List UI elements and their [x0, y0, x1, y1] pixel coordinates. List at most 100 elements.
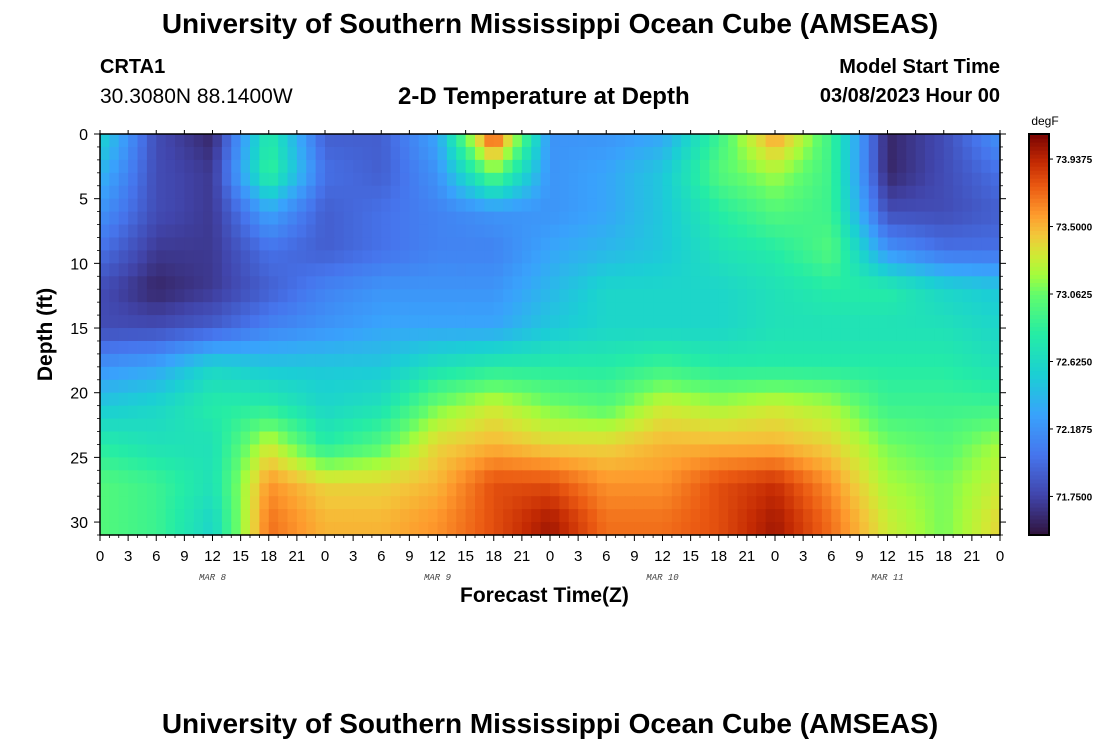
heatmap-cell	[803, 418, 814, 433]
heatmap-cell	[193, 509, 204, 523]
heatmap-cell	[240, 431, 251, 446]
heatmap-cell	[775, 134, 785, 148]
heatmap-cell	[175, 263, 185, 277]
heatmap-cell	[559, 509, 570, 523]
heatmap-cell	[128, 263, 139, 277]
heatmap-cell	[793, 211, 804, 226]
heatmap-cell	[915, 496, 926, 510]
heatmap-cell	[868, 353, 879, 368]
heatmap-cell	[896, 237, 907, 252]
heatmap-cell	[831, 198, 842, 213]
heatmap-cell	[812, 340, 823, 355]
heatmap-cell	[175, 431, 185, 446]
colorbar-band	[1029, 222, 1049, 227]
heatmap-cell	[962, 457, 973, 471]
heatmap-cell	[165, 509, 176, 523]
heatmap-cell	[653, 289, 664, 303]
heatmap-cell	[550, 444, 560, 458]
heatmap-cell	[943, 340, 954, 355]
colorbar-tick-label: 73.0625	[1056, 290, 1093, 301]
heatmap-cell	[878, 405, 889, 420]
heatmap-cell	[512, 198, 523, 213]
heatmap-cell	[831, 418, 842, 433]
heatmap-cell	[681, 159, 692, 174]
heatmap-cell	[887, 172, 898, 187]
heatmap-cell	[840, 340, 851, 355]
heatmap-cell	[971, 276, 982, 290]
heatmap-cell	[362, 340, 373, 355]
heatmap-cell	[615, 211, 626, 226]
heatmap-cell	[878, 289, 889, 303]
heatmap-cell	[250, 418, 260, 433]
colorbar-band	[1029, 386, 1049, 392]
heatmap-cell	[625, 353, 635, 368]
heatmap-cell	[306, 211, 317, 226]
heatmap-cell	[418, 276, 429, 290]
heatmap-cell	[118, 392, 129, 407]
x-tick-label: 9	[855, 548, 863, 565]
heatmap-cell	[943, 392, 954, 407]
heatmap-cell	[746, 379, 757, 394]
heatmap-cell	[390, 276, 401, 290]
heatmap-cell	[203, 250, 214, 264]
heatmap-cell	[400, 405, 410, 420]
heatmap-cell	[231, 431, 242, 446]
heatmap-cell	[446, 211, 457, 226]
heatmap-cell	[625, 134, 635, 148]
heatmap-cell	[934, 405, 945, 420]
heatmap-cell	[456, 250, 467, 264]
heatmap-cell	[343, 211, 354, 226]
heatmap-cell	[484, 457, 495, 471]
heatmap-cell	[606, 431, 617, 446]
heatmap-cell	[587, 276, 598, 290]
heatmap-cell	[493, 276, 504, 290]
heatmap-cell	[868, 263, 879, 277]
colorbar-tick-label: 73.9375	[1056, 155, 1093, 166]
heatmap-cell	[325, 522, 335, 536]
heatmap-cell	[156, 134, 167, 148]
heatmap-cell	[353, 315, 364, 329]
heatmap-cell	[184, 405, 195, 420]
heatmap-cell	[643, 185, 654, 200]
heatmap-cell	[521, 289, 532, 303]
heatmap-cell	[662, 237, 673, 252]
heatmap-cell	[606, 146, 617, 161]
heatmap-cell	[287, 237, 298, 252]
heatmap-cell	[709, 470, 720, 484]
heatmap-cell	[653, 134, 664, 148]
heatmap-cell	[728, 250, 739, 264]
heatmap-cell	[156, 289, 167, 303]
heatmap-cell	[503, 302, 514, 316]
heatmap-cell	[128, 353, 139, 368]
heatmap-cell	[418, 522, 429, 536]
heatmap-cell	[400, 263, 410, 277]
heatmap-cell	[643, 328, 654, 342]
heatmap-cell	[362, 470, 373, 484]
heatmap-cell	[437, 457, 448, 471]
heatmap-cell	[287, 289, 298, 303]
heatmap-cell	[521, 276, 532, 290]
heatmap-cell	[831, 522, 842, 536]
heatmap-cell	[728, 431, 739, 446]
heatmap-cell	[737, 134, 748, 148]
heatmap-cell	[278, 366, 289, 381]
heatmap-cell	[896, 444, 907, 458]
heatmap-cell	[418, 483, 429, 497]
x-tick-label: 18	[260, 548, 277, 565]
heatmap-cell	[409, 172, 420, 187]
heatmap-cell	[953, 444, 964, 458]
heatmap-cell	[287, 198, 298, 213]
x-tick-label: 0	[771, 548, 779, 565]
heatmap-cell	[287, 146, 298, 161]
heatmap-cell	[362, 185, 373, 200]
heatmap-cell	[437, 366, 448, 381]
heatmap-cell	[343, 457, 354, 471]
heatmap-cell	[231, 328, 242, 342]
heatmap-cell	[700, 146, 710, 161]
heatmap-cell	[606, 263, 617, 277]
x-tick-label: 18	[935, 548, 952, 565]
heatmap-cell	[512, 211, 523, 226]
heatmap-cell	[925, 483, 935, 497]
heatmap-cell	[718, 328, 729, 342]
heatmap-cell	[615, 328, 626, 342]
